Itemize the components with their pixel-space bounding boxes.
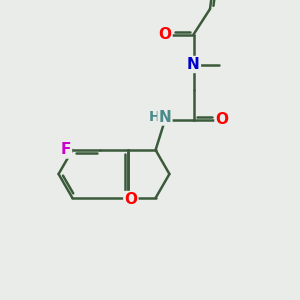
- Text: N: N: [159, 110, 171, 124]
- Text: O: O: [215, 112, 229, 128]
- Text: O: O: [158, 27, 172, 42]
- Text: H: H: [149, 110, 160, 124]
- Text: F: F: [61, 142, 71, 158]
- Text: N: N: [187, 57, 200, 72]
- Text: O: O: [124, 192, 137, 207]
